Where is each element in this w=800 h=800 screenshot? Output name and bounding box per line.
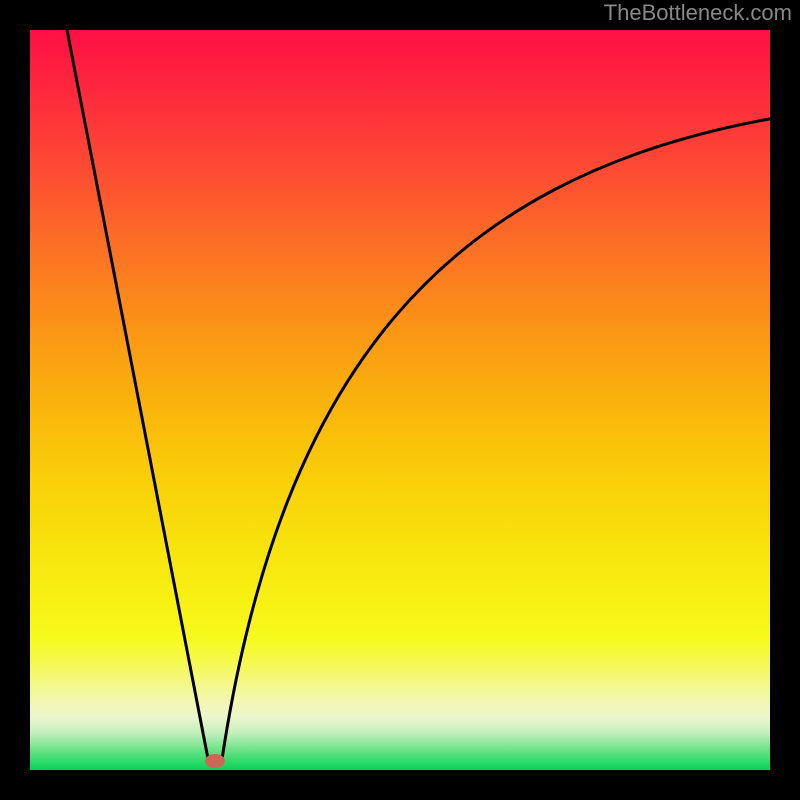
plot-area xyxy=(30,30,770,770)
minimum-marker xyxy=(205,754,225,768)
curve-overlay xyxy=(30,30,770,770)
bottleneck-curve xyxy=(67,30,770,757)
attribution-text: TheBottleneck.com xyxy=(604,0,792,26)
chart-container: TheBottleneck.com xyxy=(0,0,800,800)
